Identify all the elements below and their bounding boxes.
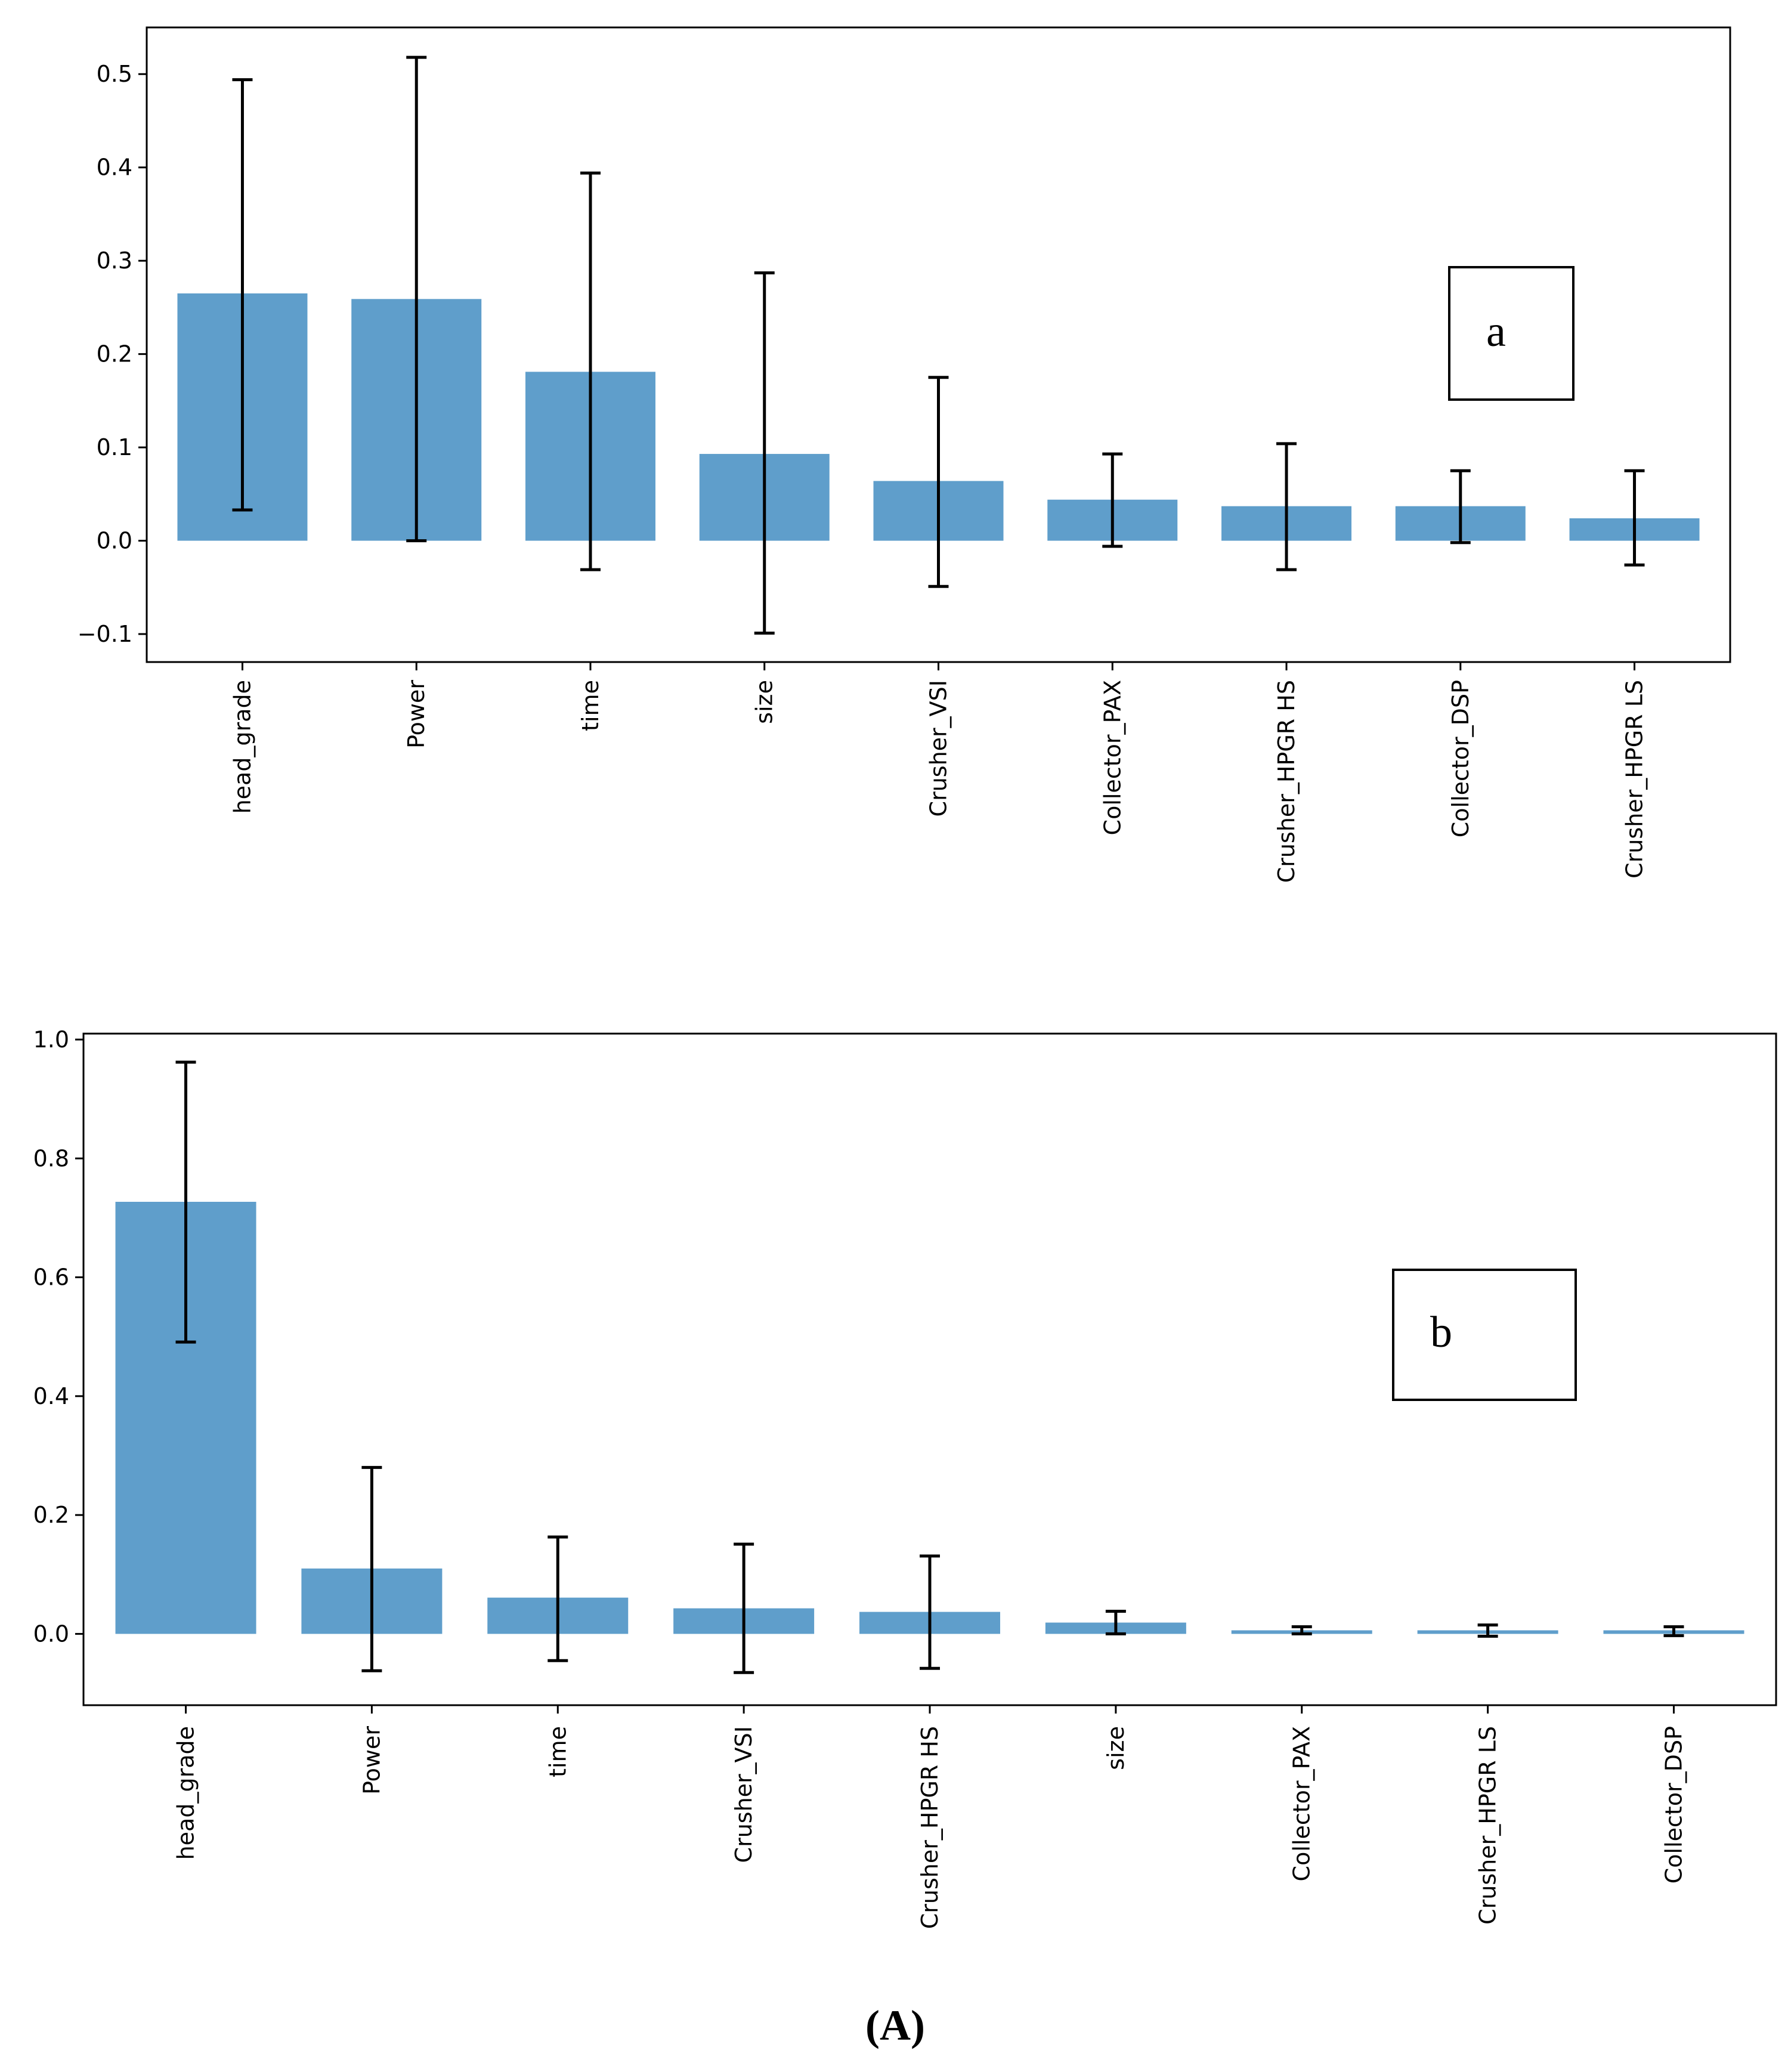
- axes-frame: [146, 26, 1731, 663]
- x-tick-label: time: [577, 680, 604, 731]
- x-tick-label: Crusher_HPGR HS: [917, 1726, 943, 1929]
- x-tick-label: Power: [358, 1726, 385, 1795]
- x-tick-label: Crusher_HPGR HS: [1273, 680, 1300, 883]
- y-tick-label: 0.8: [33, 1145, 69, 1171]
- y-tick-label: 0.4: [33, 1383, 69, 1409]
- y-tick-label: 0.6: [33, 1264, 69, 1291]
- y-tick-label: 0.2: [97, 341, 132, 367]
- y-tick-label: 1.0: [33, 1026, 69, 1053]
- x-tick-label: head_grade: [229, 680, 255, 814]
- x-tick-label: time: [545, 1726, 571, 1777]
- y-tick-label: 0.1: [97, 434, 132, 460]
- figure-caption: (A): [865, 2002, 925, 2049]
- y-tick-label: 0.0: [33, 1621, 69, 1647]
- x-tick-label: Power: [403, 680, 429, 749]
- x-tick-label: head_grade: [173, 1726, 199, 1860]
- y-tick-label: 0.4: [97, 154, 132, 181]
- chart-panel-a: −0.1 0.0 0.1 0.2 0.3 0.4 0.5 head_grade Power tim…: [78, 26, 1731, 883]
- x-tick-label: Crusher_VSI: [731, 1726, 757, 1863]
- y-tick-label: 0.0: [97, 528, 132, 554]
- x-tick-label: Collector_DSP: [1660, 1726, 1687, 1884]
- x-tick-label: Collector_PAX: [1099, 680, 1125, 835]
- y-tick-label: 0.2: [33, 1502, 69, 1528]
- x-tick-label: size: [1103, 1726, 1129, 1770]
- x-tick-label: Collector_DSP: [1447, 680, 1474, 837]
- x-tick-label: Crusher_VSI: [926, 680, 952, 817]
- x-tick-label: Crusher_HPGR LS: [1622, 680, 1648, 879]
- x-tick-label: size: [751, 680, 778, 724]
- y-tick-label: −0.1: [78, 621, 132, 647]
- x-tick-label: Collector_PAX: [1289, 1726, 1315, 1881]
- panel-tag-box: [1448, 266, 1575, 401]
- panel-tag-label: a: [1486, 307, 1506, 356]
- axes-frame: [82, 1032, 1777, 1706]
- y-tick-label: 0.5: [97, 61, 132, 87]
- x-tick-label: Crusher_HPGR LS: [1475, 1726, 1501, 1925]
- y-tick-label: 0.3: [97, 248, 132, 274]
- panel-tag-box: [1392, 1269, 1577, 1401]
- panel-tag-label: b: [1430, 1308, 1452, 1357]
- chart-panel-b: 0.0 0.2 0.4 0.6 0.8 1.0 head_grade Power time Cru…: [33, 1026, 1777, 1929]
